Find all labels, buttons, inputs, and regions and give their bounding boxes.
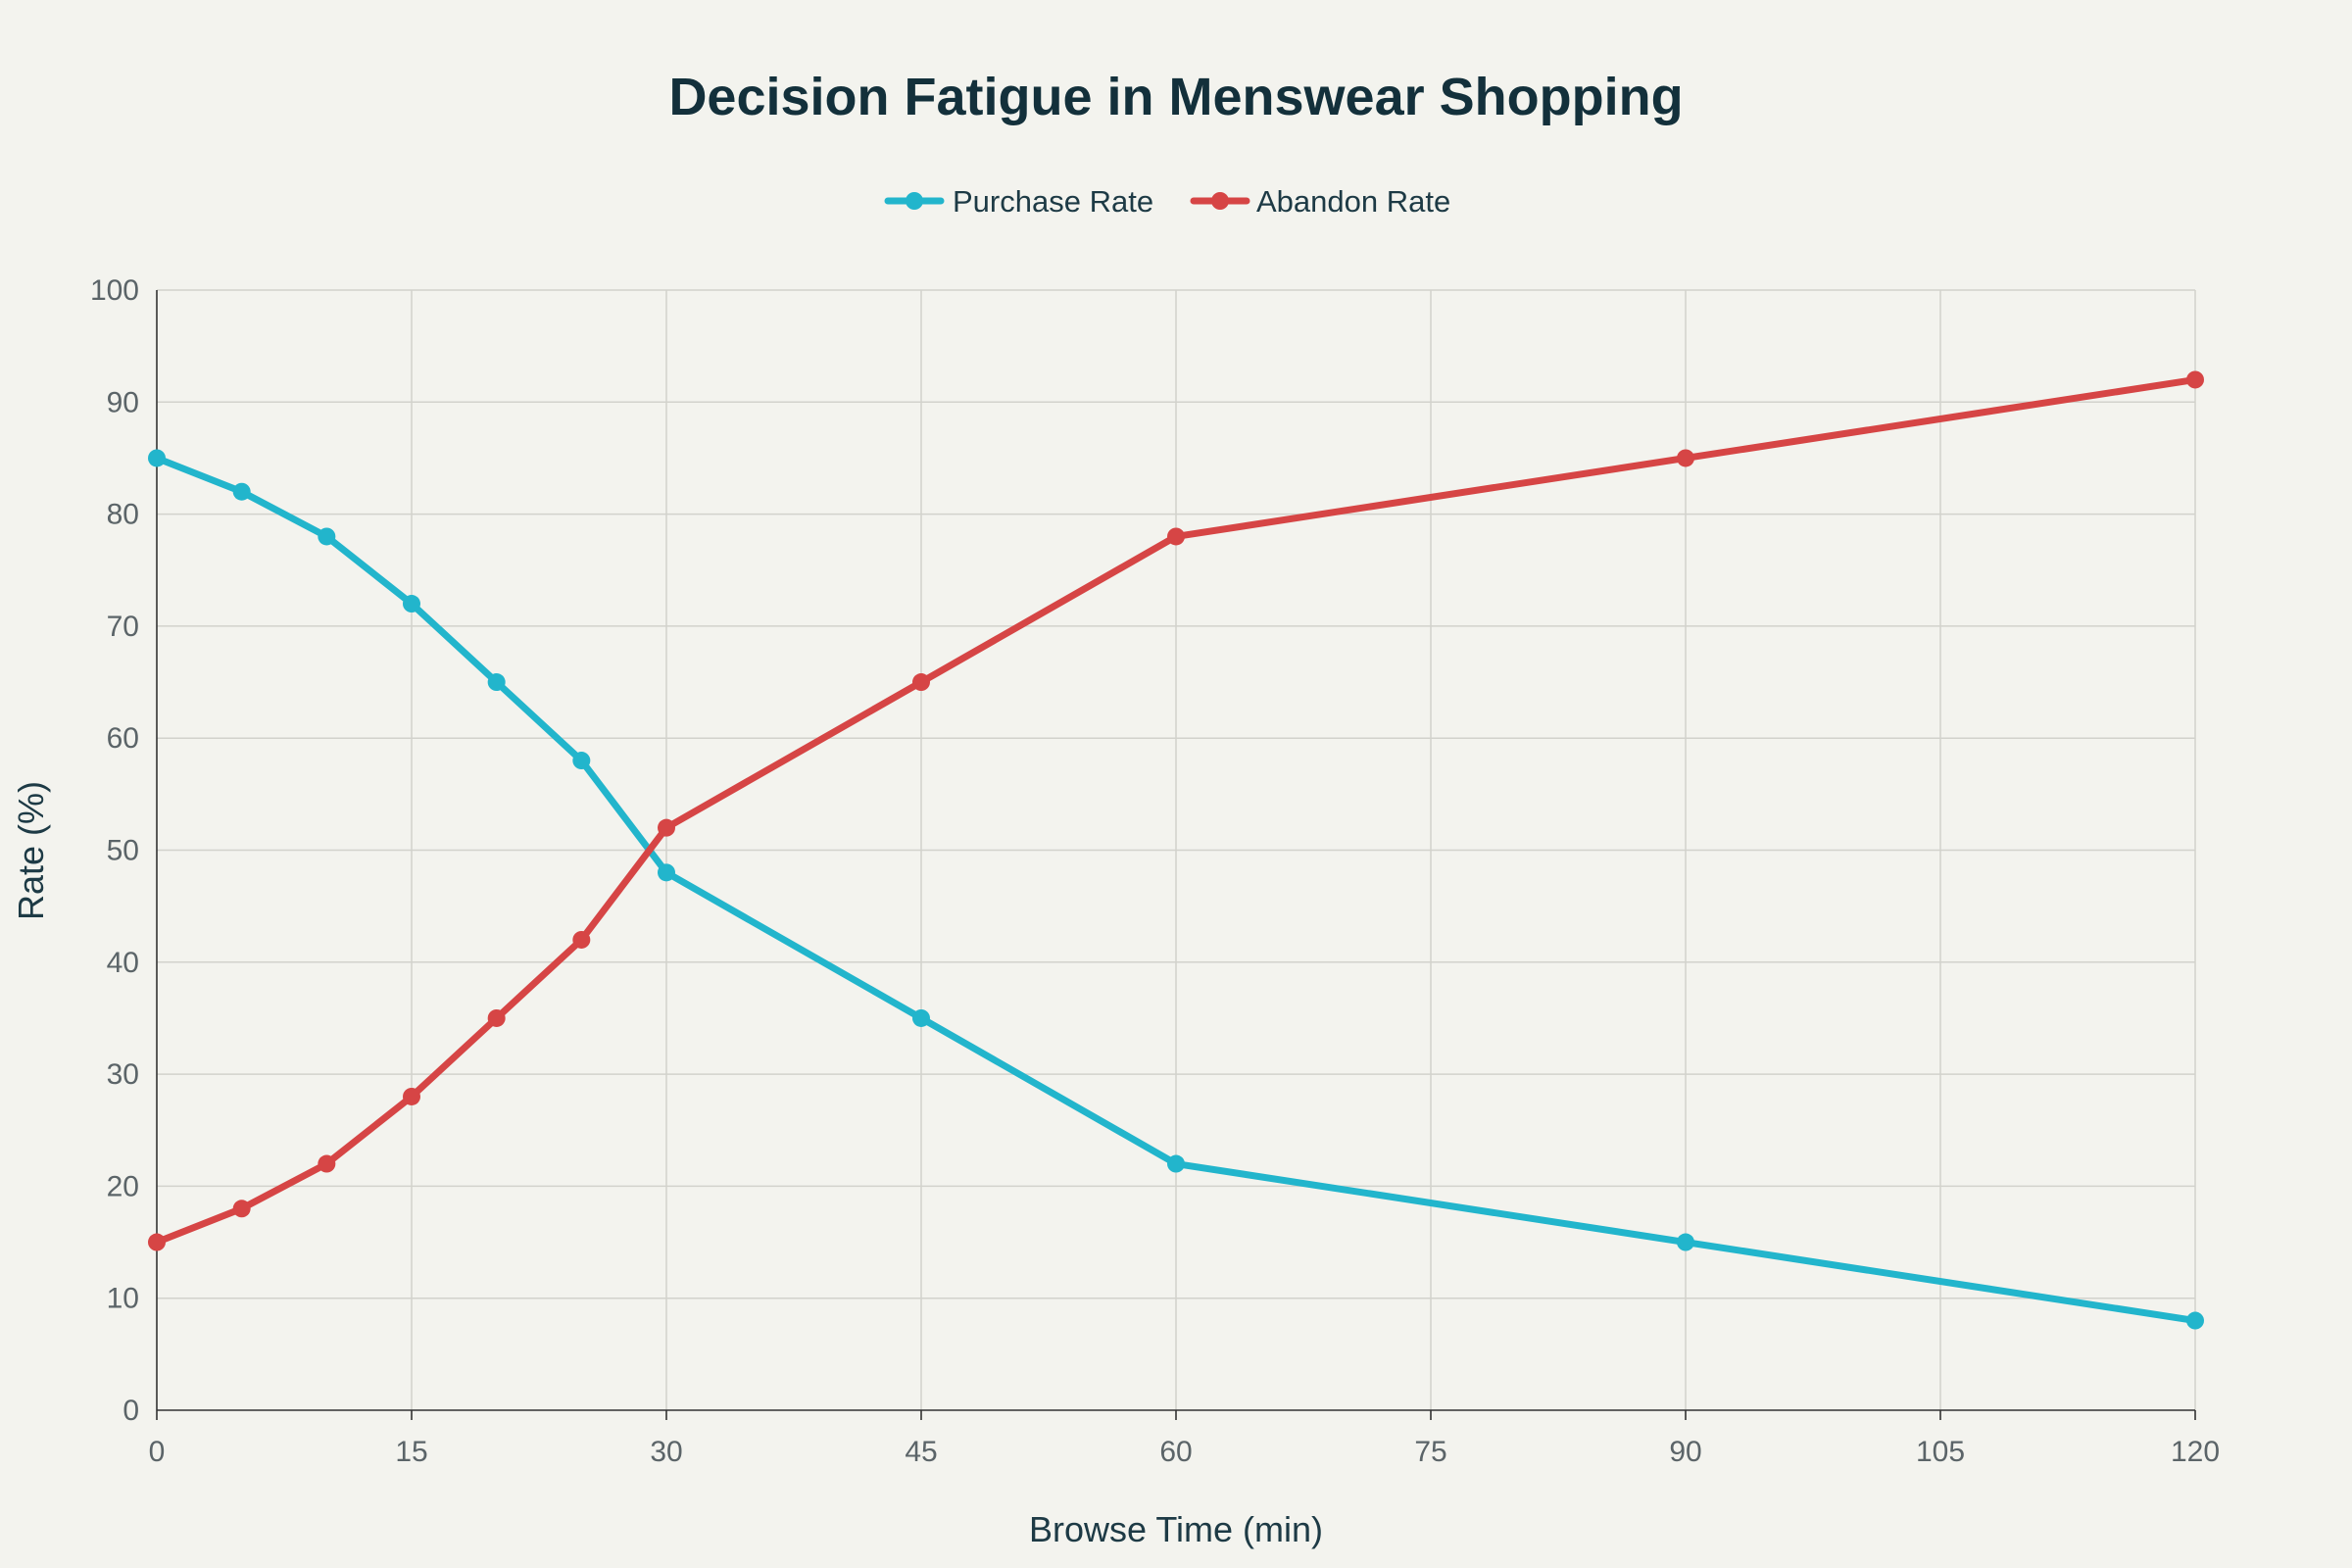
legend-label: Abandon Rate [1256,184,1450,219]
x-tick-label: 30 [650,1436,682,1468]
purchase-rate-point[interactable] [658,863,675,882]
x-tick-label: 120 [2171,1436,2220,1468]
y-tick-label: 0 [122,1395,139,1427]
y-tick-label: 80 [107,499,139,531]
abandon-rate-point[interactable] [403,1087,420,1105]
y-tick-label: 30 [107,1058,139,1091]
grid [157,289,2196,1410]
axes: 0 10 20 30 40 50 60 70 80 90 100 0 15 30 45 60 75 90 105 12… [90,274,2220,1468]
y-tick-label: 20 [107,1170,139,1202]
abandon-rate-point[interactable] [572,930,591,949]
legend[interactable]: Purchase Rate Abandon Rate [884,184,1450,219]
abandon-rate-point[interactable] [2186,370,2204,389]
abandon-rate-point[interactable] [912,673,930,692]
x-tick-label: 45 [905,1436,937,1468]
series-abandon-rate [148,370,2204,1251]
y-tick-label: 100 [90,274,139,307]
y-tick-label: 60 [107,722,139,755]
x-tick-label: 0 [149,1436,166,1468]
abandon-rate-point[interactable] [1167,527,1185,546]
purchase-rate-point[interactable] [2186,1311,2204,1330]
legend-swatch-marker [906,192,923,210]
y-tick-label: 70 [107,611,139,643]
chart-title: Decision Fatigue in Menswear Shopping [668,68,1683,126]
purchase-rate-point[interactable] [148,449,166,467]
legend-label: Purchase Rate [953,184,1153,219]
y-tick-label: 90 [107,386,139,418]
y-tick-label: 10 [107,1283,139,1315]
abandon-rate-point[interactable] [1677,449,1694,467]
y-axis-title: Rate (%) [11,781,51,920]
abandon-rate-point[interactable] [148,1233,166,1251]
abandon-rate-point[interactable] [318,1154,336,1173]
legend-item-abandon-rate[interactable]: Abandon Rate [1190,184,1450,219]
y-tick-label: 50 [107,835,139,867]
series-layer [148,370,2204,1330]
purchase-rate-point[interactable] [318,527,336,546]
purchase-rate-point[interactable] [1167,1154,1185,1173]
series-purchase-rate [148,449,2204,1330]
purchase-rate-point[interactable] [232,482,251,501]
x-tick-label: 90 [1669,1436,1701,1468]
purchase-rate-point[interactable] [487,673,506,692]
abandon-rate-point[interactable] [658,818,675,837]
purchase-rate-point[interactable] [572,752,591,770]
x-axis-title: Browse Time (min) [1029,1509,1323,1549]
legend-item-purchase-rate[interactable]: Purchase Rate [884,184,1153,219]
purchase-rate-point[interactable] [403,595,420,613]
x-tick-label: 15 [395,1436,427,1468]
purchase-rate-point[interactable] [912,1008,930,1027]
abandon-rate-point[interactable] [232,1200,251,1218]
x-tick-label: 105 [1916,1436,1965,1468]
x-tick-label: 60 [1159,1436,1192,1468]
abandon-rate-point[interactable] [487,1008,506,1027]
y-tick-label: 40 [107,947,139,979]
purchase-rate-point[interactable] [1677,1233,1694,1251]
legend-swatch-marker [1211,192,1229,210]
x-tick-label: 75 [1414,1436,1446,1468]
